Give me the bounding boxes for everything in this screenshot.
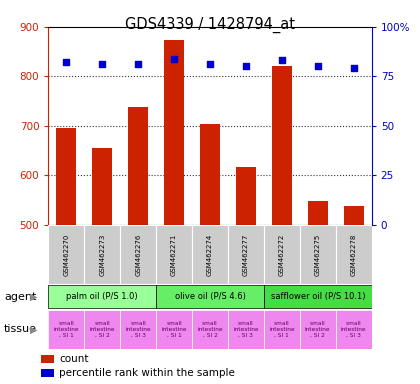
- Bar: [48, 285, 156, 308]
- Bar: [156, 285, 264, 308]
- Bar: [308, 201, 328, 225]
- Bar: [120, 310, 156, 349]
- Text: olive oil (P/S 4.6): olive oil (P/S 4.6): [175, 292, 245, 301]
- Bar: [120, 225, 156, 284]
- Bar: [41, 356, 54, 363]
- Text: small
intestine
, SI 3: small intestine , SI 3: [233, 321, 259, 338]
- Text: small
intestine
, SI 1: small intestine , SI 1: [269, 321, 295, 338]
- Text: small
intestine
, SI 1: small intestine , SI 1: [53, 321, 79, 338]
- Text: small
intestine
, SI 2: small intestine , SI 2: [89, 321, 115, 338]
- Text: GSM462272: GSM462272: [279, 233, 285, 276]
- Bar: [92, 148, 112, 225]
- Bar: [128, 107, 148, 225]
- Bar: [192, 310, 228, 349]
- Bar: [236, 167, 256, 225]
- Bar: [264, 310, 300, 349]
- Point: [171, 55, 177, 61]
- Bar: [272, 66, 292, 225]
- Bar: [300, 310, 336, 349]
- Point: [350, 65, 357, 71]
- Point: [243, 63, 249, 70]
- Bar: [84, 310, 120, 349]
- Text: GSM462273: GSM462273: [99, 233, 105, 276]
- Text: percentile rank within the sample: percentile rank within the sample: [60, 368, 235, 378]
- Text: small
intestine
, SI 2: small intestine , SI 2: [305, 321, 331, 338]
- Text: safflower oil (P/S 10.1): safflower oil (P/S 10.1): [270, 292, 365, 301]
- Text: GSM462275: GSM462275: [315, 233, 321, 276]
- Bar: [228, 310, 264, 349]
- Bar: [164, 40, 184, 225]
- Text: palm oil (P/S 1.0): palm oil (P/S 1.0): [66, 292, 138, 301]
- Bar: [336, 310, 372, 349]
- Bar: [264, 225, 300, 284]
- Point: [135, 61, 142, 68]
- Text: GSM462276: GSM462276: [135, 233, 141, 276]
- Text: GSM462271: GSM462271: [171, 233, 177, 276]
- Bar: [336, 225, 372, 284]
- Bar: [41, 369, 54, 377]
- Text: GSM462270: GSM462270: [63, 233, 69, 276]
- Text: small
intestine
, SI 2: small intestine , SI 2: [197, 321, 223, 338]
- Text: count: count: [60, 354, 89, 364]
- Point: [99, 61, 105, 68]
- Text: GSM462277: GSM462277: [243, 233, 249, 276]
- Text: ▶: ▶: [30, 291, 38, 302]
- Text: tissue: tissue: [4, 324, 37, 334]
- Bar: [84, 225, 120, 284]
- Text: small
intestine
, SI 3: small intestine , SI 3: [125, 321, 151, 338]
- Text: GDS4339 / 1428794_at: GDS4339 / 1428794_at: [125, 17, 295, 33]
- Bar: [192, 225, 228, 284]
- Bar: [56, 128, 76, 225]
- Bar: [48, 225, 84, 284]
- Bar: [48, 310, 84, 349]
- Text: small
intestine
, SI 3: small intestine , SI 3: [341, 321, 367, 338]
- Bar: [228, 225, 264, 284]
- Bar: [264, 285, 372, 308]
- Point: [63, 60, 70, 66]
- Text: GSM462274: GSM462274: [207, 233, 213, 276]
- Text: agent: agent: [4, 291, 37, 302]
- Bar: [156, 225, 192, 284]
- Text: small
intestine
, SI 1: small intestine , SI 1: [161, 321, 187, 338]
- Point: [315, 63, 321, 70]
- Bar: [344, 206, 364, 225]
- Text: GSM462278: GSM462278: [351, 233, 357, 276]
- Bar: [200, 124, 220, 225]
- Point: [207, 61, 213, 68]
- Bar: [156, 310, 192, 349]
- Text: ▶: ▶: [30, 324, 38, 334]
- Bar: [300, 225, 336, 284]
- Point: [278, 58, 285, 64]
